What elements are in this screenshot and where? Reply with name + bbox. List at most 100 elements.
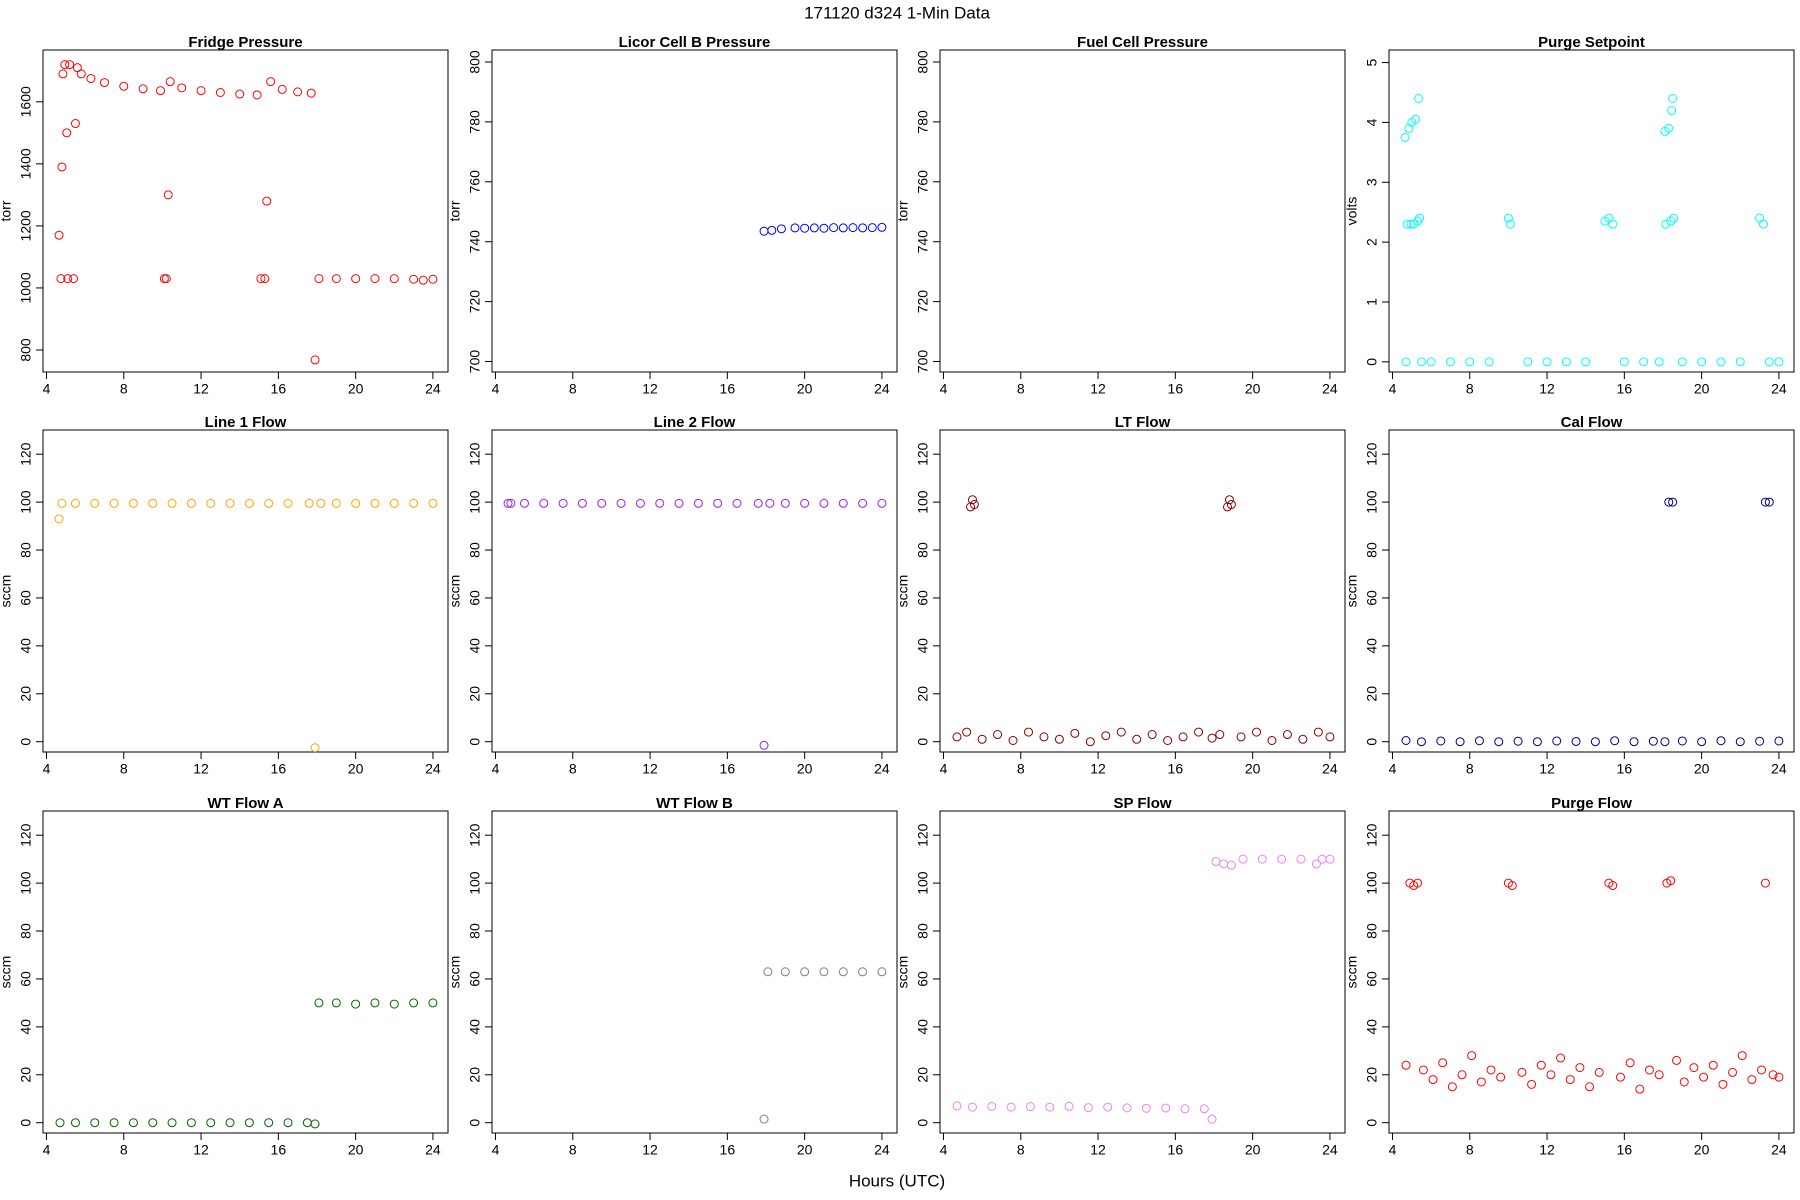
- point: [264, 498, 274, 508]
- x-tick-label: 16: [271, 1142, 287, 1158]
- y-tick-label: 80: [18, 923, 34, 939]
- point: [1147, 730, 1157, 740]
- y-tick-label: 0: [1364, 738, 1380, 746]
- point: [1708, 1060, 1718, 1070]
- point: [1039, 732, 1049, 742]
- point: [1413, 216, 1423, 226]
- point: [186, 1118, 196, 1128]
- point: [732, 498, 742, 508]
- point: [1619, 357, 1629, 367]
- point: [1083, 1103, 1093, 1113]
- point: [1610, 736, 1620, 746]
- point: [1070, 728, 1080, 738]
- point: [1635, 1084, 1645, 1094]
- y-tick-label: 120: [467, 823, 483, 847]
- y-tick-label: 60: [915, 590, 931, 606]
- point: [1654, 1070, 1664, 1080]
- point: [506, 498, 516, 508]
- x-tick-label: 20: [1694, 381, 1710, 397]
- y-tick-label: 0: [915, 1119, 931, 1127]
- y-axis-label: sccm: [0, 956, 14, 989]
- point: [159, 274, 169, 284]
- point: [1507, 881, 1517, 891]
- point: [1716, 736, 1726, 746]
- y-tick-label: 4: [1364, 118, 1380, 126]
- point: [264, 1118, 274, 1128]
- point: [314, 998, 324, 1008]
- x-tick-label: 8: [120, 1142, 128, 1158]
- point: [266, 77, 276, 87]
- point: [196, 86, 206, 96]
- x-tick-label: 4: [1389, 1142, 1397, 1158]
- x-tick-label: 8: [1017, 381, 1025, 397]
- point: [331, 998, 341, 1008]
- y-axis-label: torr: [0, 200, 14, 221]
- y-tick-label: 60: [18, 590, 34, 606]
- point: [1728, 1067, 1738, 1077]
- point: [759, 1114, 769, 1124]
- point: [838, 967, 848, 977]
- x-tick-label: 4: [43, 1142, 51, 1158]
- y-tick-label: 40: [915, 1019, 931, 1035]
- y-tick-label: 60: [1364, 971, 1380, 987]
- point: [310, 743, 320, 753]
- point: [1699, 1072, 1709, 1082]
- y-tick-label: 60: [18, 971, 34, 987]
- point: [1565, 1075, 1575, 1085]
- y-tick-label: 1200: [18, 210, 34, 241]
- y-tick-label: 800: [18, 338, 34, 362]
- point: [1718, 1079, 1728, 1089]
- point: [1677, 736, 1687, 746]
- point: [693, 498, 703, 508]
- point: [1639, 357, 1649, 367]
- point: [1735, 737, 1745, 747]
- x-tick-label: 20: [1245, 761, 1261, 777]
- x-tick-label: 24: [425, 381, 441, 397]
- point: [790, 223, 800, 233]
- x-tick-label: 4: [940, 761, 948, 777]
- point: [597, 498, 607, 508]
- y-tick-label: 0: [1364, 358, 1380, 366]
- point: [819, 223, 829, 233]
- point: [244, 498, 254, 508]
- point: [314, 274, 324, 284]
- point: [1207, 1114, 1217, 1124]
- panel-title: LT Flow: [1115, 414, 1171, 431]
- point: [206, 1118, 216, 1128]
- point: [1774, 736, 1784, 746]
- x-tick-label: 8: [120, 761, 128, 777]
- x-tick-label: 20: [1694, 1142, 1710, 1158]
- point: [225, 498, 235, 508]
- x-tick-label: 24: [425, 1142, 441, 1158]
- point: [1282, 730, 1292, 740]
- point: [1764, 497, 1774, 507]
- x-tick-label: 12: [193, 1142, 209, 1158]
- y-tick-label: 720: [915, 290, 931, 314]
- point: [1025, 1102, 1035, 1112]
- x-tick-label: 8: [1466, 1142, 1474, 1158]
- y-tick-label: 80: [467, 542, 483, 558]
- point: [148, 1118, 158, 1128]
- point: [800, 967, 810, 977]
- x-tick-label: 4: [492, 381, 500, 397]
- x-tick-label: 20: [348, 1142, 364, 1158]
- point: [1747, 1075, 1757, 1085]
- page-title: 171120 d324 1-Min Data: [804, 3, 990, 22]
- point: [128, 498, 138, 508]
- point: [558, 498, 568, 508]
- x-tick-label: 24: [1322, 381, 1338, 397]
- point: [767, 225, 777, 235]
- point: [1277, 854, 1287, 864]
- point: [780, 498, 790, 508]
- point: [1401, 1060, 1411, 1070]
- point: [780, 967, 790, 977]
- point: [57, 498, 67, 508]
- plot-frame: [491, 429, 898, 753]
- point: [1664, 123, 1674, 133]
- point: [389, 274, 399, 284]
- point: [616, 498, 626, 508]
- point: [167, 1118, 177, 1128]
- point: [206, 498, 216, 508]
- point: [1625, 1058, 1635, 1068]
